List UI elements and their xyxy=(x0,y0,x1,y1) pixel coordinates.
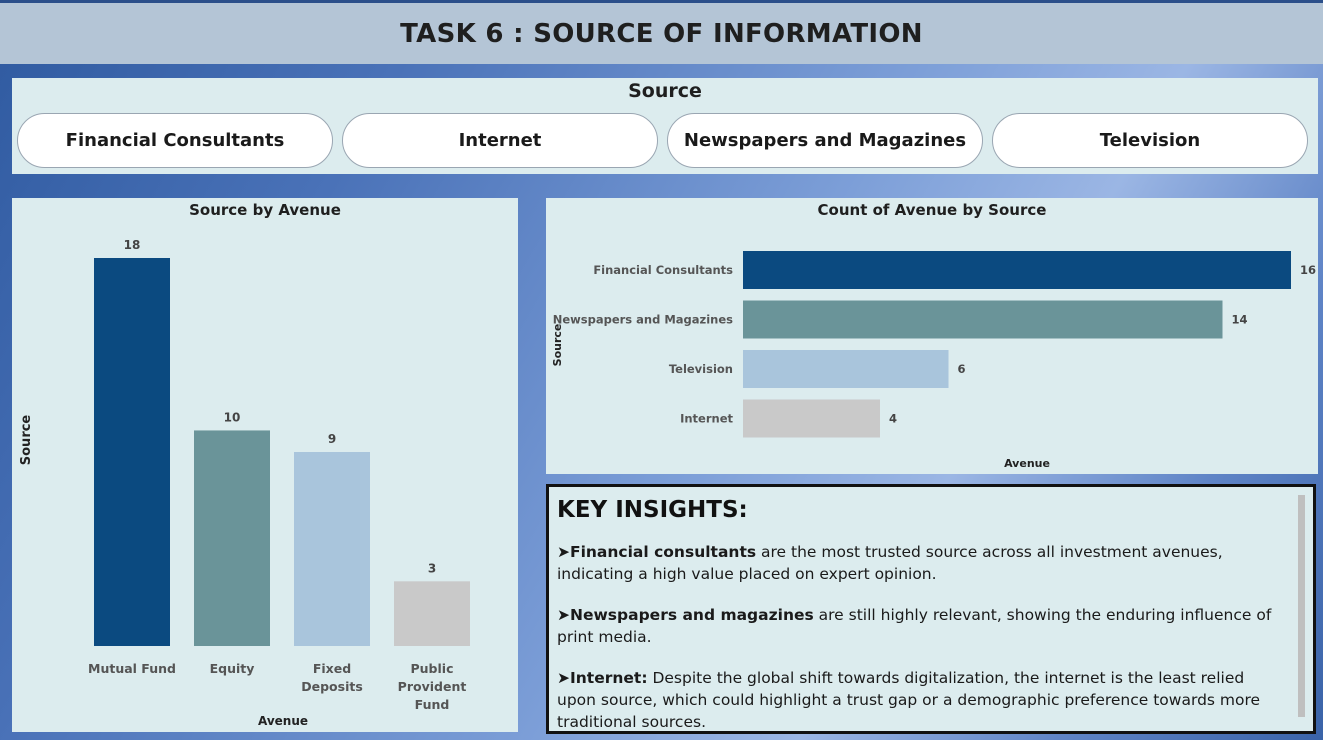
count-of-avenue-panel: Count of Avenue by Source 16 Financial Co… xyxy=(546,198,1318,474)
bar xyxy=(294,452,370,646)
bar xyxy=(394,581,470,646)
bar xyxy=(743,300,1223,339)
data-label: 6 xyxy=(958,362,966,376)
tick-label: Public xyxy=(411,661,454,676)
tick-label: Newspapers and Magazines xyxy=(553,313,733,327)
slicer-button-internet[interactable]: Internet xyxy=(342,113,658,168)
slicer-button-television[interactable]: Television xyxy=(992,113,1308,168)
data-label: 10 xyxy=(224,410,241,424)
slicer-button-newspapers-and-magazines[interactable]: Newspapers and Magazines xyxy=(667,113,983,168)
slicer-button-financial-consultants[interactable]: Financial Consultants xyxy=(17,113,333,168)
source-slicer: Source Financial Consultants Internet Ne… xyxy=(12,78,1318,174)
key-insights-panel: KEY INSIGHTS: ➤Financial consultants are… xyxy=(546,484,1316,734)
insights-heading: KEY INSIGHTS: xyxy=(557,497,748,523)
source-by-avenue-chart: 18 Mutual Fund 10 Equity 9 Fixed Deposits 3 Publ… xyxy=(19,238,470,728)
scrollbar[interactable] xyxy=(1298,495,1305,717)
insight-item: ➤Financial consultants are the most trus… xyxy=(557,543,1223,583)
data-label: 18 xyxy=(124,238,141,252)
data-label: 4 xyxy=(889,412,897,426)
title-bar: TASK 6 : SOURCE OF INFORMATION xyxy=(0,0,1323,64)
x-axis-label: Avenue xyxy=(1004,457,1050,470)
tick-label: Fund xyxy=(415,697,450,712)
bar xyxy=(94,258,170,646)
tick-label: Mutual Fund xyxy=(88,661,176,676)
bar xyxy=(743,350,949,388)
tick-label: Provident xyxy=(398,679,467,694)
x-axis-label: Avenue xyxy=(258,714,308,728)
slicer-title: Source xyxy=(628,80,702,102)
data-label: 16 xyxy=(1300,263,1316,277)
chart-title: Count of Avenue by Source xyxy=(817,201,1047,219)
bar xyxy=(194,430,270,646)
count-of-avenue-chart: 16 Financial Consultants 14 Newspapers and … xyxy=(551,251,1316,470)
source-by-avenue-panel: Source by Avenue 18 Mutual Fund 10 Equity 9 F… xyxy=(12,198,518,732)
bar xyxy=(743,251,1291,289)
tick-label: Television xyxy=(669,362,733,376)
insight-item: ➤Newspapers and magazines are still high… xyxy=(557,606,1272,646)
insight-item: ➤Internet: Despite the global shift towa… xyxy=(557,669,1261,731)
page-title: TASK 6 : SOURCE OF INFORMATION xyxy=(400,18,923,49)
bar xyxy=(743,399,880,438)
tick-label: Financial Consultants xyxy=(593,263,733,277)
tick-label: Deposits xyxy=(301,679,363,694)
tick-label: Internet xyxy=(680,412,733,426)
data-label: 3 xyxy=(428,561,436,575)
data-label: 14 xyxy=(1232,313,1248,327)
y-axis-label: Source xyxy=(19,415,34,466)
tick-label: Equity xyxy=(210,661,255,676)
y-axis-label: Source xyxy=(551,324,564,367)
chart-title: Source by Avenue xyxy=(189,201,341,219)
tick-label: Fixed xyxy=(313,661,351,676)
data-label: 9 xyxy=(328,432,336,446)
